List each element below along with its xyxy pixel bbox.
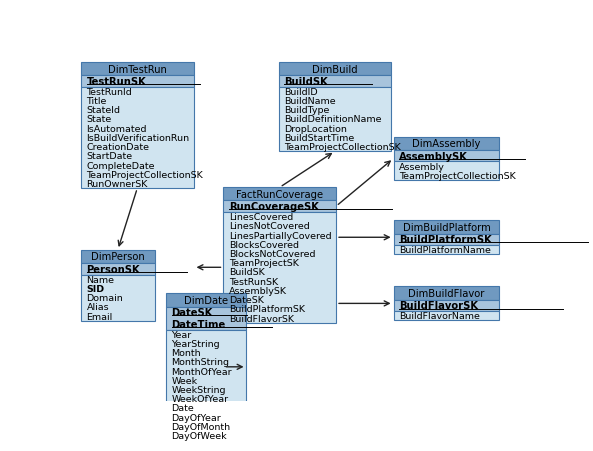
Text: AssemblySK: AssemblySK xyxy=(399,152,468,161)
Text: StartDate: StartDate xyxy=(87,152,133,161)
Text: IsBuildVerificationRun: IsBuildVerificationRun xyxy=(87,133,190,143)
Bar xyxy=(224,212,336,323)
Text: DimDate: DimDate xyxy=(184,295,228,305)
Text: MonthString: MonthString xyxy=(171,358,229,367)
Text: TestRunSK: TestRunSK xyxy=(87,77,146,87)
Text: Week: Week xyxy=(171,376,197,385)
Text: DimBuildFlavor: DimBuildFlavor xyxy=(408,288,484,299)
Text: Month: Month xyxy=(171,348,201,357)
Bar xyxy=(81,250,155,263)
Text: DateSK: DateSK xyxy=(171,308,213,318)
Bar xyxy=(394,138,499,151)
Text: YearString: YearString xyxy=(171,339,220,348)
Text: Assembly: Assembly xyxy=(399,162,445,171)
Text: CompleteDate: CompleteDate xyxy=(87,161,155,170)
Text: BuildFlavorName: BuildFlavorName xyxy=(399,312,480,321)
Text: DayOfYear: DayOfYear xyxy=(171,413,221,422)
Text: TeamProjectCollectionSK: TeamProjectCollectionSK xyxy=(399,171,516,180)
Text: Email: Email xyxy=(87,312,113,321)
Bar xyxy=(81,63,193,76)
Text: DayOfMonth: DayOfMonth xyxy=(171,422,231,431)
Text: BuildSK: BuildSK xyxy=(284,77,328,87)
Bar xyxy=(166,330,247,440)
Text: State: State xyxy=(87,115,112,124)
Bar xyxy=(279,63,391,76)
Bar xyxy=(224,188,336,201)
Bar xyxy=(224,201,336,212)
Text: MonthOfYear: MonthOfYear xyxy=(171,367,232,376)
Text: BuildDefinitionName: BuildDefinitionName xyxy=(284,115,382,124)
Text: DimBuild: DimBuild xyxy=(312,64,358,74)
Text: LinesCovered: LinesCovered xyxy=(229,212,294,221)
Text: TeamProjectCollectionSK: TeamProjectCollectionSK xyxy=(284,143,401,152)
Text: WeekOfYear: WeekOfYear xyxy=(171,394,229,403)
Text: BlocksCovered: BlocksCovered xyxy=(229,240,299,249)
Text: AssemblySK: AssemblySK xyxy=(229,286,287,295)
Text: DayOfWeek: DayOfWeek xyxy=(171,431,227,440)
Text: DimTestRun: DimTestRun xyxy=(108,64,167,74)
Text: Name: Name xyxy=(87,275,114,284)
Bar xyxy=(81,263,155,275)
Text: BuildPlatformSK: BuildPlatformSK xyxy=(399,235,492,245)
Bar xyxy=(81,87,193,189)
Bar xyxy=(166,294,247,307)
Text: TestRunId: TestRunId xyxy=(87,87,132,97)
Text: Alias: Alias xyxy=(87,303,109,312)
Bar xyxy=(394,245,499,255)
Text: Domain: Domain xyxy=(87,294,123,303)
Bar xyxy=(279,87,391,152)
Bar xyxy=(394,234,499,245)
Text: BuildPlatformName: BuildPlatformName xyxy=(399,246,491,254)
Text: PersonSK: PersonSK xyxy=(87,264,140,274)
Text: DateSK: DateSK xyxy=(229,295,264,304)
Text: RunCoverageSK: RunCoverageSK xyxy=(229,202,319,212)
Text: BuildPlatformSK: BuildPlatformSK xyxy=(229,304,305,313)
Text: WeekString: WeekString xyxy=(171,385,226,394)
Text: BuildFlavorSK: BuildFlavorSK xyxy=(399,301,478,311)
Bar xyxy=(394,221,499,234)
Text: TeamProjectSK: TeamProjectSK xyxy=(229,258,299,267)
Text: IsAutomated: IsAutomated xyxy=(87,124,147,133)
Text: SID: SID xyxy=(87,284,104,293)
Text: LinesPartiallyCovered: LinesPartiallyCovered xyxy=(229,231,331,240)
Text: DimBuildPlatform: DimBuildPlatform xyxy=(403,222,490,232)
Text: BuildFlavorSK: BuildFlavorSK xyxy=(229,314,294,323)
Bar xyxy=(279,76,391,87)
Bar xyxy=(81,76,193,87)
Text: FactRunCoverage: FactRunCoverage xyxy=(236,189,323,199)
Text: Title: Title xyxy=(87,97,107,106)
Text: TeamProjectCollectionSK: TeamProjectCollectionSK xyxy=(87,170,203,179)
Bar xyxy=(394,312,499,321)
Text: DropLocation: DropLocation xyxy=(284,124,347,133)
Text: CreationDate: CreationDate xyxy=(87,143,149,152)
Bar xyxy=(394,300,499,312)
Text: BuildID: BuildID xyxy=(284,87,318,97)
Text: DimAssembly: DimAssembly xyxy=(412,139,480,149)
Text: Year: Year xyxy=(171,330,192,339)
Bar xyxy=(81,275,155,321)
Text: LinesNotCovered: LinesNotCovered xyxy=(229,222,310,231)
Text: BuildName: BuildName xyxy=(284,97,336,106)
Bar xyxy=(394,162,499,180)
Text: BuildStartTime: BuildStartTime xyxy=(284,133,355,143)
Bar xyxy=(394,287,499,300)
Text: TestRunSK: TestRunSK xyxy=(229,277,278,286)
Text: RunOwnerSK: RunOwnerSK xyxy=(87,179,148,189)
Text: BuildSK: BuildSK xyxy=(229,268,264,277)
Text: BuildType: BuildType xyxy=(284,106,330,115)
Text: Date: Date xyxy=(171,404,195,413)
Text: DateTime: DateTime xyxy=(171,319,226,329)
Bar xyxy=(166,307,247,330)
Text: StateId: StateId xyxy=(87,106,120,115)
Text: DimPerson: DimPerson xyxy=(91,252,145,262)
Text: BlocksNotCovered: BlocksNotCovered xyxy=(229,249,315,258)
Bar xyxy=(394,151,499,162)
